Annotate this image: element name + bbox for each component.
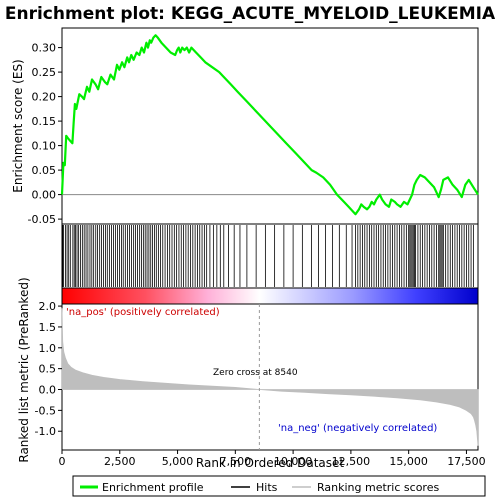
ranked-y-axis-label: Ranked list metric (PreRanked) [17, 277, 31, 462]
ranked-x-tick-label: 15,000 [389, 455, 428, 468]
es-y-tick-label: 0.20 [32, 91, 57, 104]
ranked-x-tick-label: 12,500 [332, 455, 371, 468]
rank-gradient-bar [61, 287, 479, 305]
es-y-axis: -0.05 0.00 0.05 0.10 0.15 0.20 0.25 0.30 [28, 42, 62, 226]
legend: Enrichment profile Hits Ranking metric s… [72, 475, 486, 497]
hit-lines-group [62, 225, 474, 287]
ranked-y-tick-label: 2.0 [39, 300, 57, 313]
ranking-metric-area [61, 308, 479, 446]
es-curve-group [60, 34, 479, 216]
legend-enrichment-label: Enrichment profile [102, 481, 204, 494]
ranked-y-tick-label: -0.5 [35, 404, 56, 417]
legend-metric-label: Ranking metric scores [317, 481, 439, 494]
legend-hits-label: Hits [256, 481, 278, 494]
ranked-x-tick-label: 0 [59, 455, 66, 468]
es-y-tick-label: 0.00 [32, 189, 57, 202]
ranked-x-tick-label: 2,500 [104, 455, 136, 468]
ranked-x-tick-label: 10,000 [274, 455, 313, 468]
ranked-x-axis-label: Rank in Ordered Dataset [196, 456, 344, 470]
ranked-y-tick-label: 0.5 [39, 363, 57, 376]
es-y-tick-label: -0.05 [28, 213, 56, 226]
pos-correlated-label: 'na_pos' (positively correlated) [66, 307, 220, 318]
es-y-axis-label: Enrichment score (ES) [11, 59, 25, 192]
ranked-y-tick-label: 0.0 [39, 384, 57, 397]
ranked-x-axis: 0 2,500 5,000 7,500 10,000 12,500 15,000 17,500 [59, 450, 486, 468]
ranked-y-tick-label: -1.0 [35, 425, 56, 438]
ranked-x-tick-label: 7,500 [220, 455, 252, 468]
es-y-tick-label: 0.30 [32, 42, 57, 55]
ranked-panel-frame [61, 303, 479, 451]
enrichment-profile-line [60, 34, 479, 216]
ranked-y-tick-label: 1.0 [39, 342, 57, 355]
chart-title: Enrichment plot: KEGG_ACUTE_MYELOID_LEUK… [5, 4, 496, 24]
ranked-y-tick-label: 1.5 [39, 321, 57, 334]
zero-cross-label: Zero cross at 8540 [213, 368, 298, 378]
es-y-tick-label: 0.05 [32, 164, 57, 177]
neg-correlated-label: 'na_neg' (negatively correlated) [278, 423, 437, 434]
legend-box [72, 475, 486, 497]
ranked-x-tick-label: 17,500 [447, 455, 486, 468]
ranked-y-axis: -1.0 -0.5 0.0 0.5 1.0 1.5 2.0 [35, 300, 62, 438]
es-y-tick-label: 0.25 [32, 66, 57, 79]
ranked-x-tick-label: 5,000 [162, 455, 194, 468]
ranked-metric-group [61, 304, 479, 450]
es-y-tick-label: 0.15 [32, 115, 57, 128]
es-y-tick-label: 0.10 [32, 140, 57, 153]
